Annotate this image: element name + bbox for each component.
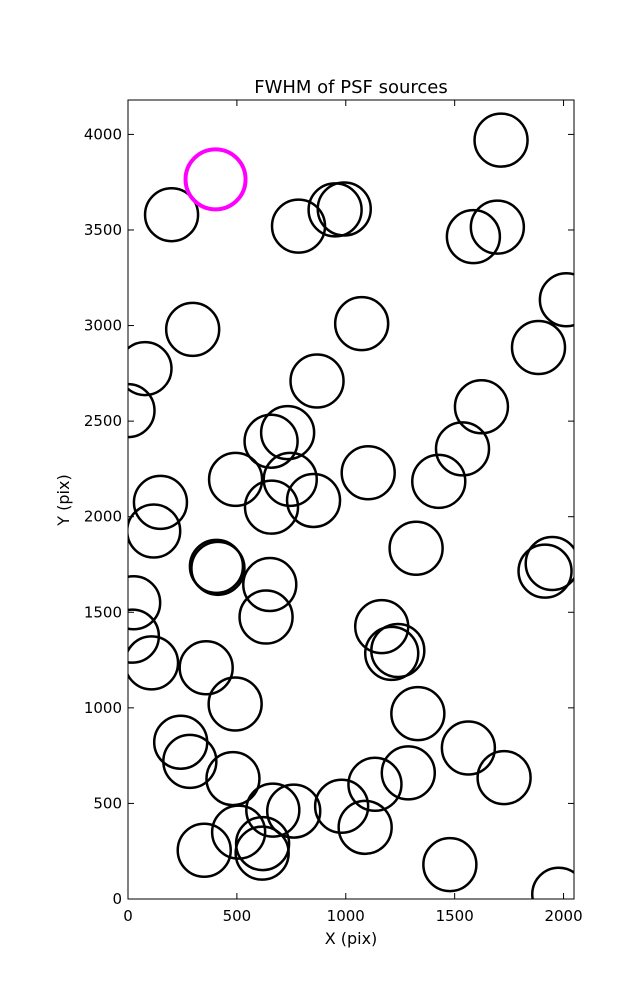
y-tick-label: 2000 — [84, 508, 122, 526]
source-circle — [390, 685, 446, 742]
highlighted-source-circle — [183, 147, 248, 212]
source-circle — [388, 520, 444, 576]
source-circle — [243, 479, 300, 535]
source-circle — [162, 733, 218, 790]
source-circle — [128, 635, 180, 691]
source-circle — [164, 301, 221, 358]
source-circle — [190, 540, 246, 597]
source-circle — [289, 353, 345, 409]
source-circle — [128, 574, 162, 631]
source-circle — [363, 625, 420, 682]
y-tick-label: 3500 — [84, 221, 122, 239]
source-circle — [132, 474, 189, 531]
source-circle — [453, 379, 510, 435]
source-circle — [476, 749, 532, 806]
source-circle — [265, 783, 322, 839]
source-circle — [510, 319, 567, 376]
source-circle — [128, 382, 156, 439]
y-axis-label: Y (pix) — [54, 474, 73, 526]
y-tick-label: 4000 — [84, 125, 122, 143]
source-circle — [188, 538, 245, 595]
source-circle — [422, 836, 478, 893]
source-circle — [524, 535, 574, 592]
source-circle — [262, 451, 318, 508]
source-circle — [473, 112, 529, 168]
axis-ticks: 0 500 1000 1500 2000 0 500 1000 1500 2000 2500 3000… — [84, 100, 583, 925]
y-tick-label: 500 — [93, 794, 122, 812]
source-circle — [380, 745, 437, 801]
source-circle — [259, 404, 316, 461]
source-circle — [178, 639, 234, 696]
plot-area — [128, 112, 574, 899]
source-circle — [245, 782, 301, 838]
source-circle — [242, 556, 298, 613]
source-circle — [440, 720, 497, 776]
source-circle — [128, 340, 173, 397]
x-tick-label: 1500 — [436, 907, 474, 925]
source-circle — [538, 272, 574, 328]
chart-title: FWHM of PSF sources — [254, 77, 448, 98]
y-tick-label: 2500 — [84, 412, 122, 430]
source-circle — [316, 181, 372, 237]
x-tick-label: 2000 — [544, 907, 582, 925]
source-circle — [411, 453, 467, 510]
source-circle — [128, 503, 182, 559]
source-circle — [207, 676, 263, 732]
source-circle — [340, 444, 396, 501]
source-circle — [205, 750, 261, 807]
x-tick-label: 0 — [123, 907, 133, 925]
source-circle — [143, 186, 200, 243]
source-circle — [347, 756, 403, 813]
source-circle — [333, 295, 390, 352]
source-circle — [313, 778, 370, 835]
source-circle — [207, 451, 264, 508]
source-circle — [531, 866, 574, 899]
source-circle — [353, 598, 410, 655]
source-circle — [176, 822, 232, 879]
source-circle — [243, 413, 299, 469]
source-circle — [434, 421, 491, 477]
y-tick-label: 3000 — [84, 317, 122, 335]
source-circle — [517, 543, 573, 599]
y-tick-label: 1500 — [84, 603, 122, 621]
plot-frame — [127, 99, 575, 900]
source-circle — [210, 804, 267, 860]
source-circle — [234, 825, 290, 881]
source-circle — [285, 472, 342, 529]
x-axis-label: X (pix) — [325, 929, 378, 948]
source-circle — [370, 622, 426, 679]
source-circle — [234, 815, 291, 872]
x-tick-label: 1000 — [327, 907, 365, 925]
y-tick-label: 0 — [112, 890, 122, 908]
x-tick-label: 500 — [223, 907, 252, 925]
source-circle — [337, 799, 393, 856]
y-tick-label: 1000 — [84, 699, 122, 717]
source-circle — [469, 199, 526, 255]
source-circle — [238, 589, 294, 645]
source-circle — [445, 208, 502, 265]
